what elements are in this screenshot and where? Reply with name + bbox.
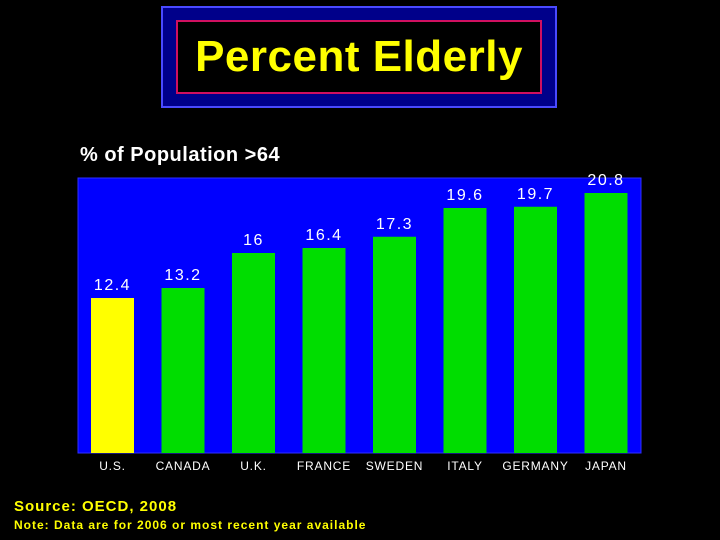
- x-tick-label: ITALY: [447, 459, 483, 473]
- bar-value-label: 16: [243, 232, 264, 249]
- note-text: Note: Data are for 2006 or most recent y…: [14, 518, 367, 532]
- bar: [373, 236, 416, 453]
- slide-title: Percent Elderly: [176, 20, 542, 94]
- x-tick-label: U.S.: [99, 459, 126, 473]
- bar-value-label: 17.3: [376, 216, 413, 233]
- bar: [514, 206, 557, 453]
- bar-value-label: 20.8: [587, 172, 624, 189]
- bar: [91, 298, 134, 453]
- source-text: Source: OECD, 2008: [14, 498, 178, 515]
- bar-value-label: 12.4: [94, 277, 131, 294]
- chart-title: % of Population >64: [80, 144, 281, 166]
- bar: [443, 208, 487, 453]
- title-frame: Percent Elderly: [161, 6, 557, 108]
- bar-value-label: 19.6: [446, 187, 483, 204]
- x-tick-label: GERMANY: [502, 459, 568, 473]
- x-tick-label: SWEDEN: [366, 459, 423, 473]
- bar: [161, 288, 205, 453]
- x-tick-label: CANADA: [156, 459, 211, 473]
- x-tick-label: FRANCE: [297, 459, 351, 473]
- bar: [302, 248, 346, 453]
- bar-value-label: 16.4: [305, 227, 342, 244]
- bar-value-label: 19.7: [517, 186, 554, 203]
- x-tick-label: U.K.: [240, 459, 267, 473]
- bar-value-label: 13.2: [164, 267, 201, 284]
- bar: [584, 193, 628, 453]
- x-tick-label: JAPAN: [585, 459, 627, 473]
- bar: [232, 253, 275, 453]
